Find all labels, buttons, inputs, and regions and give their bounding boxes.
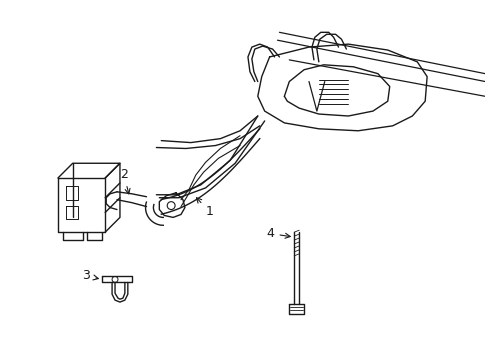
- Text: 3: 3: [82, 269, 98, 283]
- Text: 1: 1: [196, 198, 213, 219]
- Text: 2: 2: [120, 168, 130, 194]
- Text: 4: 4: [266, 227, 290, 240]
